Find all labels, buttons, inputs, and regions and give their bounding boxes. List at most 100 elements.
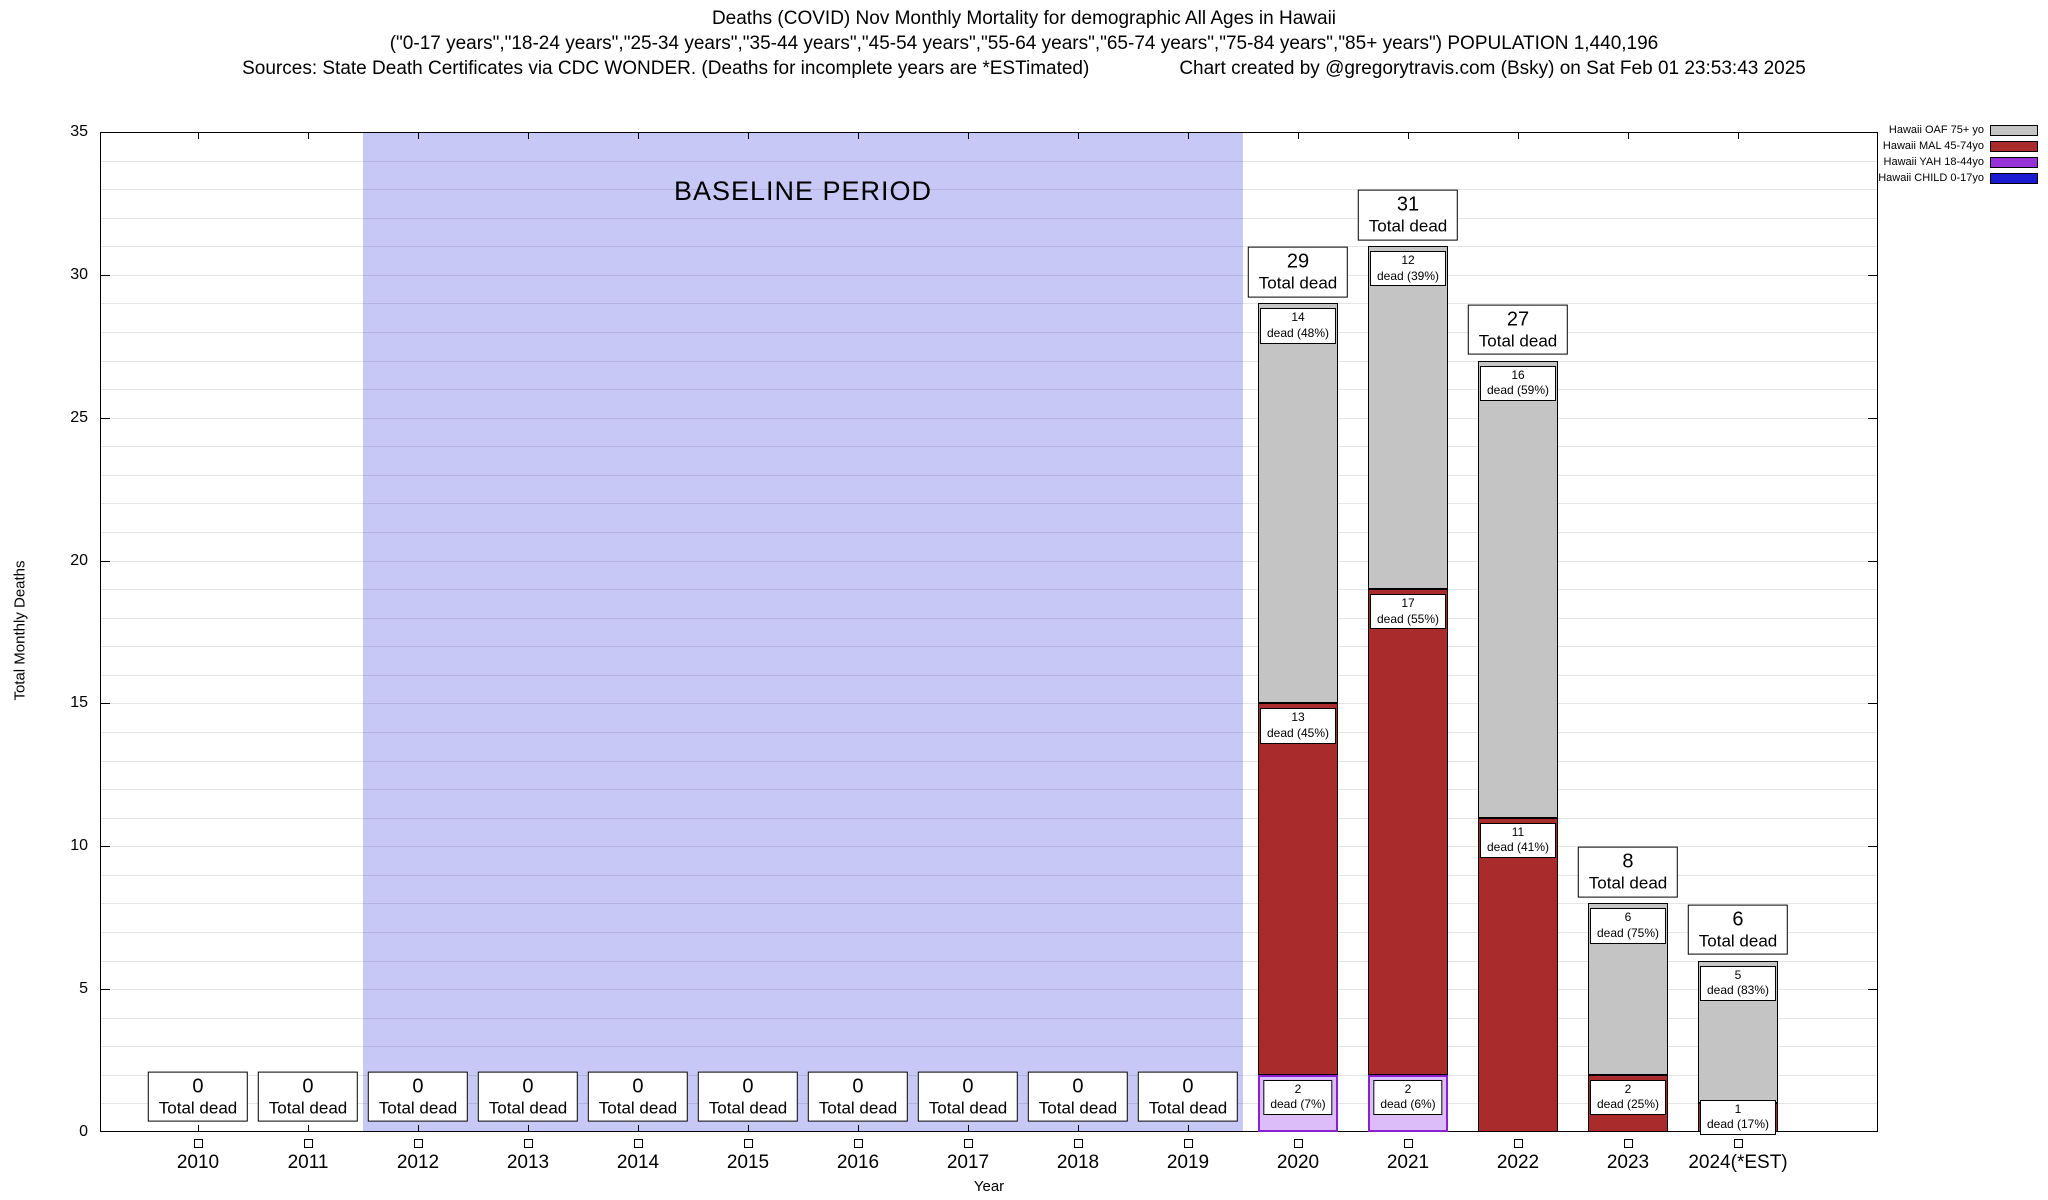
bar-segment-mal	[1368, 589, 1448, 1075]
total-dead-label: 29 Total dead	[1247, 247, 1349, 298]
total-dead-label: 0 Total dead	[917, 1071, 1019, 1122]
x-tick	[418, 1125, 419, 1131]
y-tick	[101, 989, 110, 991]
y-tick-label: 35	[70, 123, 88, 140]
total-label: Total dead	[1038, 1098, 1118, 1118]
segment-count: 14	[1291, 310, 1305, 325]
segment-count: 2	[1404, 1081, 1412, 1096]
gridline	[101, 1046, 1877, 1048]
segment-label: 14 dead (48%)	[1259, 308, 1337, 344]
segment-percent: dead (59%)	[1486, 383, 1550, 398]
x-axis-label: 2013	[506, 1152, 550, 1173]
segment-label: 6 dead (75%)	[1589, 908, 1667, 944]
total-label: Total dead	[708, 1098, 788, 1118]
y-tick-label: 25	[70, 408, 88, 426]
segment-label: 5 dead (83%)	[1699, 965, 1777, 1001]
total-label: Total dead	[818, 1098, 898, 1118]
segment-label: 11 dead (41%)	[1479, 822, 1557, 858]
x-tick	[528, 133, 529, 139]
gridline	[101, 903, 1877, 905]
total-count: 8	[1622, 851, 1634, 874]
chart-title-line1: Deaths (COVID) Nov Monthly Mortality for…	[711, 8, 1337, 29]
bar-segment-oaf	[1478, 360, 1558, 818]
x-tick	[1078, 133, 1079, 139]
total-count: 6	[1732, 908, 1744, 931]
total-dead-label: 6 Total dead	[1687, 904, 1789, 955]
zero-marker	[1404, 1139, 1413, 1148]
gridline	[101, 360, 1877, 362]
gridline	[101, 246, 1877, 248]
legend-label: Hawaii OAF 75+ yo	[1888, 124, 1984, 136]
gridline	[101, 703, 1877, 705]
segment-percent: dead (55%)	[1376, 611, 1440, 626]
total-count: 0	[852, 1075, 864, 1098]
segment-percent: dead (45%)	[1266, 726, 1330, 741]
chart-sources-text: Sources: State Death Certificates via CD…	[242, 58, 1090, 79]
y-tick-label: 10	[70, 837, 88, 855]
zero-marker	[524, 1139, 533, 1148]
x-tick	[748, 1125, 749, 1131]
gridline	[101, 589, 1877, 591]
x-axis-label: 2017	[946, 1152, 990, 1173]
zero-marker	[414, 1139, 423, 1148]
gridline	[101, 874, 1877, 876]
x-axis-title: Year	[973, 1178, 1005, 1195]
x-tick	[968, 133, 969, 139]
segment-label: 12 dead (39%)	[1369, 251, 1447, 287]
x-tick	[1298, 133, 1299, 139]
y-tick	[1868, 989, 1877, 991]
zero-marker	[1184, 1139, 1193, 1148]
gridline	[101, 560, 1877, 562]
x-axis-label: 2020	[1276, 1152, 1320, 1173]
x-tick	[1078, 1125, 1079, 1131]
zero-marker	[1074, 1139, 1083, 1148]
total-dead-label: 0 Total dead	[257, 1071, 359, 1122]
segment-percent: dead (39%)	[1376, 268, 1440, 283]
x-tick	[1628, 133, 1629, 139]
segment-percent: dead (25%)	[1596, 1097, 1660, 1112]
x-tick	[968, 1125, 969, 1131]
bar-segment-oaf	[1258, 303, 1338, 704]
total-dead-label: 0 Total dead	[367, 1071, 469, 1122]
x-tick	[308, 1125, 309, 1131]
x-tick	[1188, 1125, 1189, 1131]
y-tick	[1868, 274, 1877, 276]
total-count: 0	[632, 1075, 644, 1098]
segment-percent: dead (75%)	[1596, 926, 1660, 941]
segment-percent: dead (83%)	[1706, 983, 1770, 998]
zero-marker	[854, 1139, 863, 1148]
segment-label: 2 dead (6%)	[1373, 1079, 1443, 1116]
x-tick	[638, 1125, 639, 1131]
segment-percent: dead (48%)	[1266, 326, 1330, 341]
segment-label: 2 dead (25%)	[1589, 1079, 1667, 1116]
gridline	[101, 932, 1877, 933]
baseline-region	[363, 133, 1243, 1131]
total-count: 0	[412, 1075, 424, 1098]
gridline	[101, 474, 1877, 476]
total-dead-label: 8 Total dead	[1577, 847, 1679, 898]
segment-label: 13 dead (45%)	[1259, 708, 1337, 744]
bar-segment-mal	[1478, 817, 1558, 1132]
chart-title-line3: Sources: State Death Certificates via CD…	[0, 58, 2048, 80]
x-axis-label: 2011	[287, 1152, 329, 1173]
segment-count: 12	[1401, 253, 1415, 268]
gridline	[101, 760, 1877, 762]
legend-label: Hawaii MAL 45-74yo	[1882, 140, 1984, 152]
legend-label: Hawaii YAH 18-44yo	[1883, 156, 1984, 168]
segment-label: 1 dead (17%)	[1699, 1099, 1777, 1135]
legend-swatch	[1990, 124, 2038, 136]
gridline	[101, 846, 1877, 848]
legend-swatch	[1990, 140, 2038, 152]
total-label: Total dead	[1148, 1098, 1228, 1118]
y-tick	[101, 274, 110, 276]
zero-marker	[1624, 1139, 1633, 1148]
total-count: 0	[1182, 1075, 1194, 1098]
total-label: Total dead	[268, 1098, 348, 1118]
legend-label: Hawaii CHILD 0-17yo	[1878, 172, 1984, 184]
gridline	[101, 960, 1877, 962]
segment-percent: dead (6%)	[1380, 1097, 1436, 1112]
zero-marker	[194, 1139, 203, 1148]
x-tick	[1188, 133, 1189, 139]
y-tick-label: 15	[70, 694, 88, 712]
chart-legend: Hawaii OAF 75+ yo Hawaii MAL 45-74yo Hawai…	[1878, 124, 2038, 184]
